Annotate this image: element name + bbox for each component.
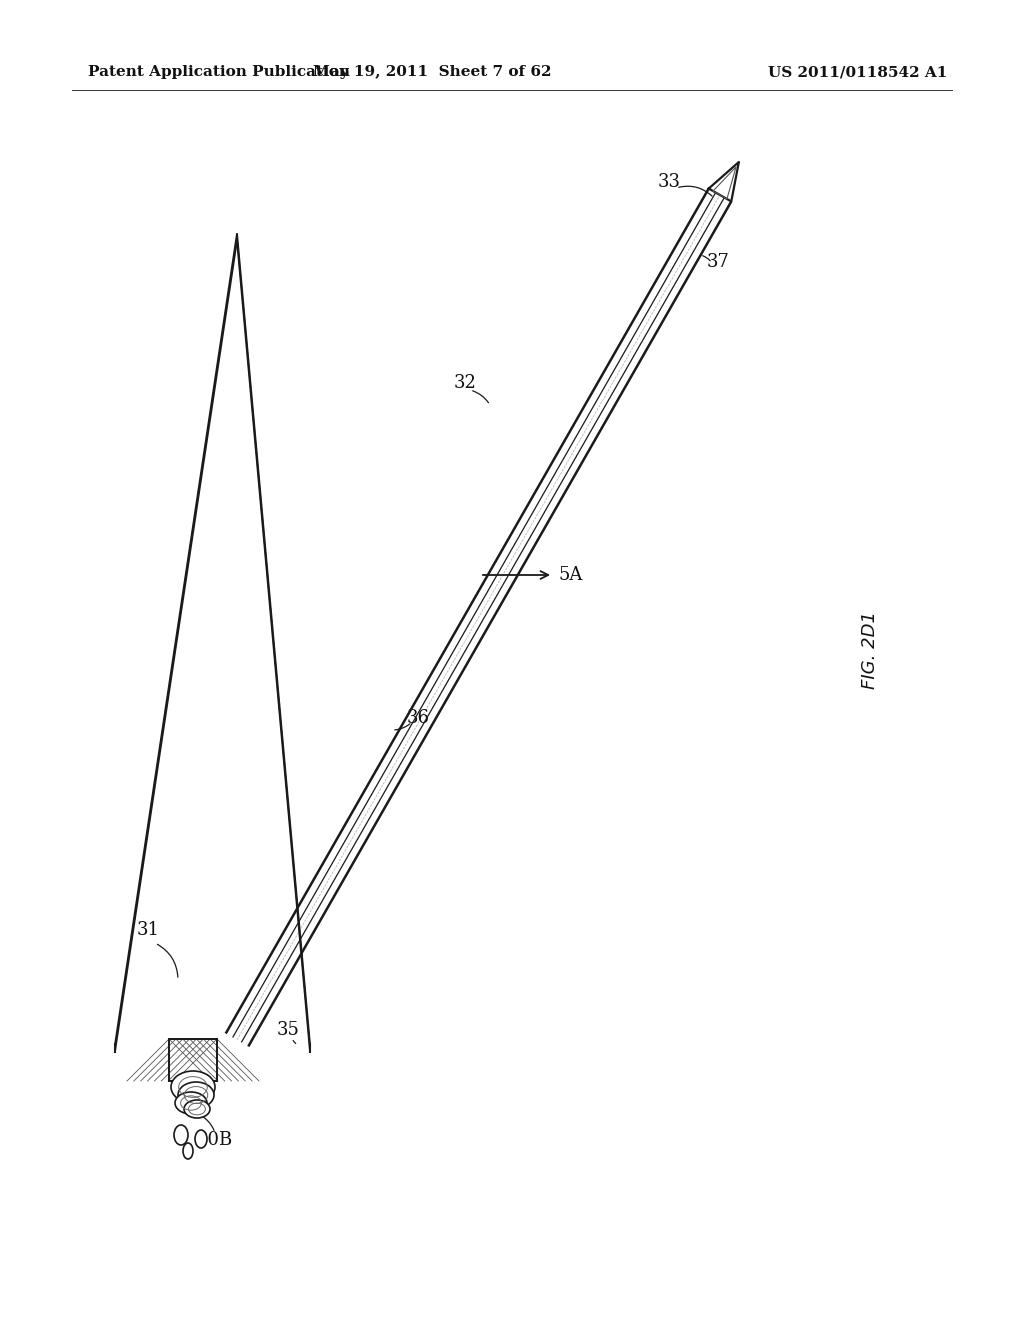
Text: 33: 33 bbox=[657, 173, 681, 191]
Text: 5A: 5A bbox=[558, 566, 583, 583]
Text: 35: 35 bbox=[276, 1020, 299, 1039]
Ellipse shape bbox=[174, 1125, 188, 1144]
Ellipse shape bbox=[171, 1071, 215, 1104]
Ellipse shape bbox=[195, 1130, 207, 1148]
Text: US 2011/0118542 A1: US 2011/0118542 A1 bbox=[768, 65, 947, 79]
Polygon shape bbox=[709, 162, 739, 202]
Text: Patent Application Publication: Patent Application Publication bbox=[88, 65, 350, 79]
Text: FIG. 2D1: FIG. 2D1 bbox=[861, 611, 879, 689]
Ellipse shape bbox=[178, 1082, 214, 1107]
Text: 30B: 30B bbox=[197, 1131, 233, 1148]
Bar bbox=[169, 1039, 217, 1081]
Text: 31: 31 bbox=[136, 921, 160, 939]
Ellipse shape bbox=[184, 1100, 210, 1118]
Bar bbox=[169, 1039, 217, 1081]
Text: May 19, 2011  Sheet 7 of 62: May 19, 2011 Sheet 7 of 62 bbox=[312, 65, 551, 79]
Ellipse shape bbox=[183, 1143, 193, 1159]
Text: 32: 32 bbox=[454, 374, 476, 392]
Text: 37: 37 bbox=[707, 253, 729, 271]
Text: 36: 36 bbox=[407, 709, 429, 727]
Ellipse shape bbox=[175, 1092, 207, 1114]
